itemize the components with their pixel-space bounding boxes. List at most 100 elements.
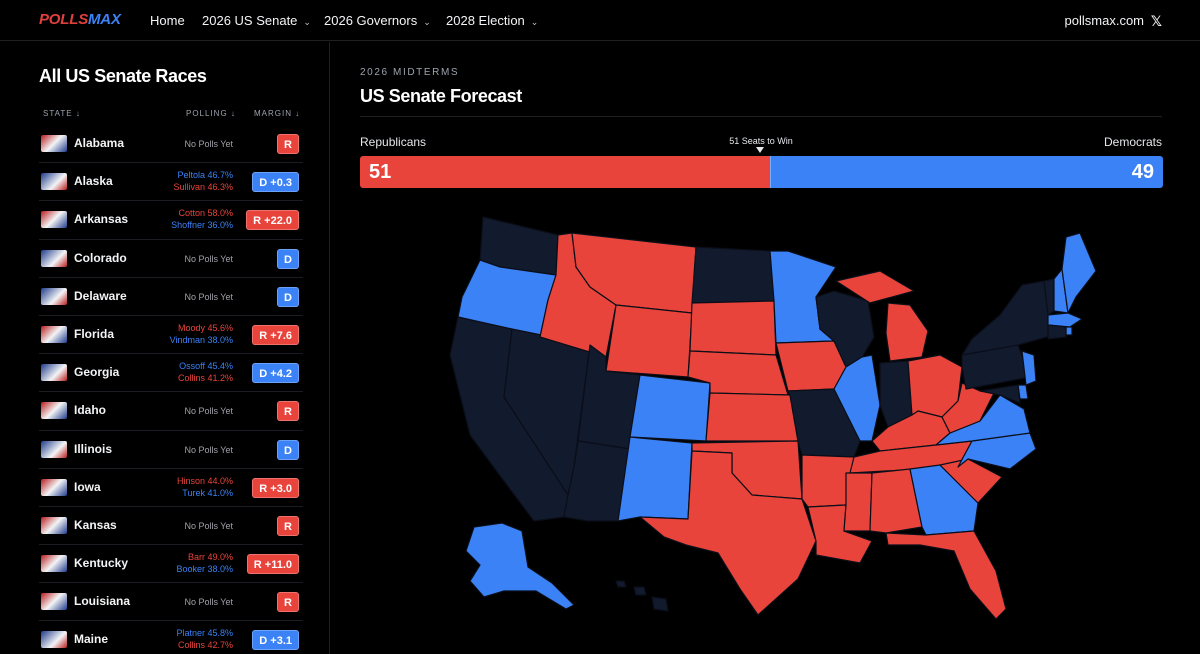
state-name: Delaware	[74, 288, 127, 303]
race-row[interactable]: Alabama No Polls Yet R	[39, 125, 303, 164]
margin-badge[interactable]: R +22.0	[246, 210, 299, 231]
poll-result: Booker 38.0%	[176, 564, 233, 575]
nav-label: 2026 Governors	[324, 13, 418, 28]
state-colorado[interactable]	[629, 374, 711, 442]
margin-badge[interactable]: D +4.2	[252, 363, 299, 384]
state-name: Kansas	[74, 517, 117, 532]
no-polls-text: No Polls Yet	[184, 139, 233, 149]
race-row[interactable]: Kansas No Polls Yet R	[39, 507, 303, 546]
poll-result: Platner 45.8%	[176, 628, 233, 639]
no-polls-text: No Polls Yet	[184, 253, 233, 264]
race-row[interactable]: Delaware No Polls Yet D	[39, 278, 303, 316]
column-header-polling[interactable]: POLLING ↓	[186, 109, 236, 118]
state-new-york[interactable]	[961, 280, 1055, 356]
poll-result: Vindman 38.0%	[169, 334, 233, 345]
race-row[interactable]: Iowa Hinson 44.0% Turek 41.0% R +3.0	[39, 469, 303, 507]
top-nav: POLLSMAX Home 2026 US Senate ⌄ 2026 Gover…	[0, 0, 1200, 41]
state-new-jersey[interactable]	[1021, 350, 1037, 386]
state-michigan-lower[interactable]	[885, 302, 929, 362]
margin-badge[interactable]: D	[277, 439, 299, 460]
poll-result: Sullivan 46.3%	[173, 182, 233, 193]
chevron-down-icon: ⌄	[530, 17, 539, 27]
sidebar: All US Senate Races STATE ↓ POLLING ↓ MA…	[0, 42, 330, 654]
republican-seats-bar: 51	[360, 156, 770, 188]
state-name: Colorado	[74, 250, 127, 265]
nav-2026-governors[interactable]: 2026 Governors ⌄	[324, 13, 431, 28]
x-logo-icon[interactable]: 𝕏	[1150, 13, 1162, 29]
race-row[interactable]: Louisiana No Polls Yet R	[39, 583, 303, 622]
state-connecticut[interactable]	[1047, 324, 1067, 340]
republican-seat-count: 51	[369, 161, 392, 183]
state-name: Illinois	[74, 441, 113, 456]
state-name: Louisiana	[74, 594, 131, 609]
race-row[interactable]: Arkansas Cotton 58.0% Shoffner 36.0% R +22.…	[39, 201, 303, 240]
delaware-flag-icon	[41, 287, 67, 305]
margin-badge[interactable]: R +11.0	[246, 554, 299, 575]
logo[interactable]: POLLSMAX	[39, 11, 121, 28]
state-rhode-island[interactable]	[1065, 326, 1073, 336]
margin-badge[interactable]: D	[277, 286, 299, 307]
margin-badge[interactable]: D +0.3	[252, 172, 299, 193]
nav-label: Home	[150, 13, 185, 28]
no-polls-text: No Polls Yet	[184, 406, 233, 417]
margin-badge[interactable]: R +7.6	[252, 324, 299, 345]
margin-badge[interactable]: R	[277, 401, 299, 422]
race-row[interactable]: Florida Moody 45.6% Vindman 38.0% R +7.6	[39, 316, 303, 355]
state-illinois[interactable]	[833, 354, 881, 442]
state-kansas[interactable]	[705, 392, 799, 442]
race-row[interactable]: Idaho No Polls Yet R	[39, 392, 303, 431]
margin-badge[interactable]: D	[277, 248, 299, 269]
republicans-label: Republicans	[360, 135, 427, 149]
race-row[interactable]: Georgia Ossoff 45.4% Collins 41.2% D +4.2	[39, 354, 303, 393]
state-name: Iowa	[74, 479, 101, 494]
site-link[interactable]: pollsmax.com	[1064, 13, 1144, 28]
state-south-carolina[interactable]	[939, 458, 1003, 504]
idaho-flag-icon	[41, 402, 67, 420]
margin-badge[interactable]: D +3.1	[252, 630, 299, 651]
state-name: Maine	[74, 632, 109, 647]
race-row[interactable]: Kentucky Barr 49.0% Booker 38.0% R +11.0	[39, 545, 303, 584]
state-mississippi[interactable]	[843, 472, 873, 532]
divider	[360, 116, 1162, 117]
state-alabama[interactable]	[869, 468, 923, 534]
nav-2028-election[interactable]: 2028 Election ⌄	[446, 13, 538, 28]
state-florida[interactable]	[885, 530, 1007, 620]
margin-badge[interactable]: R	[277, 592, 299, 613]
state-name: Arkansas	[74, 212, 129, 227]
state-maine[interactable]	[1061, 232, 1097, 314]
no-polls-text: No Polls Yet	[184, 291, 233, 302]
margin-badge[interactable]: R +3.0	[252, 477, 299, 498]
us-senate-map	[449, 216, 1097, 620]
kansas-flag-icon	[41, 516, 67, 534]
state-alaska[interactable]	[465, 522, 575, 610]
state-iowa[interactable]	[775, 340, 847, 392]
logo-part-polls: POLLS	[39, 11, 89, 28]
margin-badge[interactable]: R	[277, 134, 299, 154]
poll-result: Moody 45.6%	[177, 322, 233, 333]
no-polls-text: No Polls Yet	[184, 444, 233, 455]
state-hawaii[interactable]	[615, 580, 669, 612]
nav-2026-senate[interactable]: 2026 US Senate ⌄	[202, 13, 311, 28]
state-michigan-upper[interactable]	[835, 270, 915, 304]
poll-result: Collins 42.7%	[177, 640, 233, 651]
state-massachusetts[interactable]	[1047, 312, 1083, 328]
state-wyoming[interactable]	[605, 304, 693, 378]
margin-badge[interactable]: R	[277, 515, 299, 536]
state-new-mexico[interactable]	[617, 436, 693, 522]
race-row[interactable]: Colorado No Polls Yet D	[39, 240, 303, 278]
column-header-margin[interactable]: MARGIN ↓	[254, 109, 301, 118]
state-texas[interactable]	[639, 450, 817, 616]
race-row[interactable]: Maine Platner 45.8% Collins 42.7% D +3.1	[39, 621, 303, 654]
race-row[interactable]: Alaska Peltola 46.7% Sullivan 46.3% D +0.3	[39, 163, 303, 202]
race-row[interactable]: Illinois No Polls Yet D	[39, 431, 303, 469]
seats-to-win-marker-icon	[756, 147, 764, 153]
nav-label: 2028 Election	[446, 13, 525, 28]
poll-result: Ossoff 45.4%	[179, 361, 233, 372]
state-name: Kentucky	[74, 556, 129, 571]
column-header-state[interactable]: STATE ↓	[43, 109, 81, 118]
no-polls-text: No Polls Yet	[184, 597, 233, 608]
state-maryland[interactable]	[979, 384, 1021, 404]
state-north-dakota[interactable]	[691, 246, 775, 304]
nav-home[interactable]: Home	[150, 13, 185, 28]
state-south-dakota[interactable]	[689, 300, 777, 356]
